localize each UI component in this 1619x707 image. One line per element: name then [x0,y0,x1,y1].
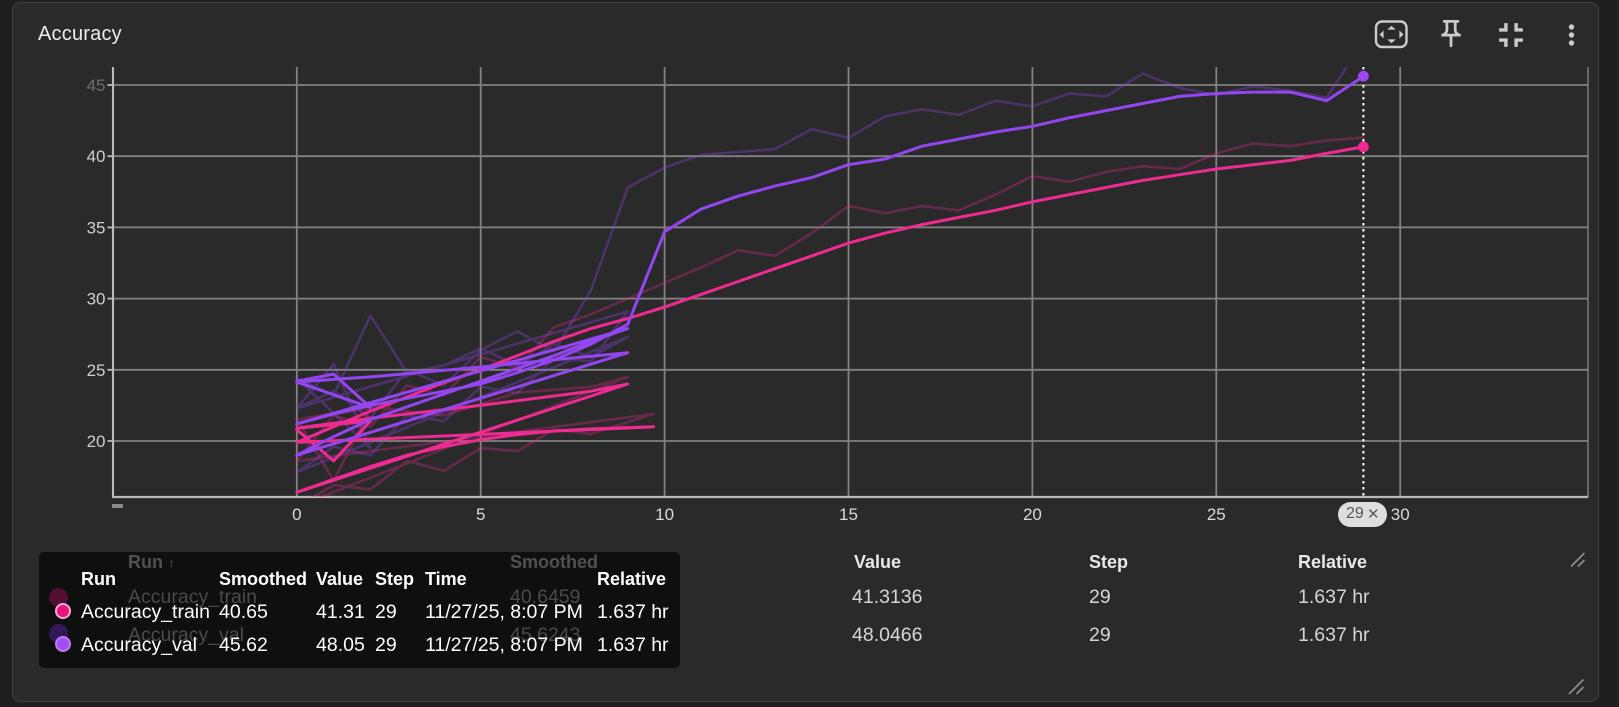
svg-text:20: 20 [87,432,106,451]
svg-text:25: 25 [1207,505,1226,524]
svg-text:35: 35 [87,218,106,237]
svg-text:15: 15 [839,505,858,524]
svg-text:25: 25 [87,361,106,380]
svg-text:30: 30 [1391,505,1410,524]
svg-text:5: 5 [476,505,485,524]
svg-text:10: 10 [655,505,674,524]
svg-text:45: 45 [87,76,106,95]
svg-text:0: 0 [292,505,301,524]
svg-text:20: 20 [1023,505,1042,524]
svg-text:40: 40 [87,147,106,166]
svg-text:30: 30 [87,290,106,309]
